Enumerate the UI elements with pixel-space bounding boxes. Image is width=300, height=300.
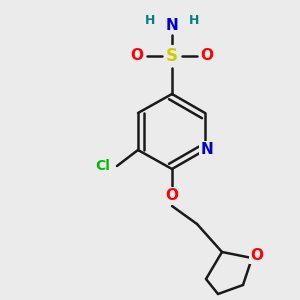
Text: H: H (145, 14, 155, 26)
Text: O: O (166, 188, 178, 203)
Text: S: S (166, 47, 178, 65)
Text: O: O (250, 248, 263, 262)
Text: Cl: Cl (96, 159, 110, 173)
Text: N: N (201, 142, 213, 158)
Text: O: O (200, 49, 214, 64)
Text: H: H (189, 14, 199, 26)
Text: O: O (130, 49, 143, 64)
Text: N: N (166, 17, 178, 32)
